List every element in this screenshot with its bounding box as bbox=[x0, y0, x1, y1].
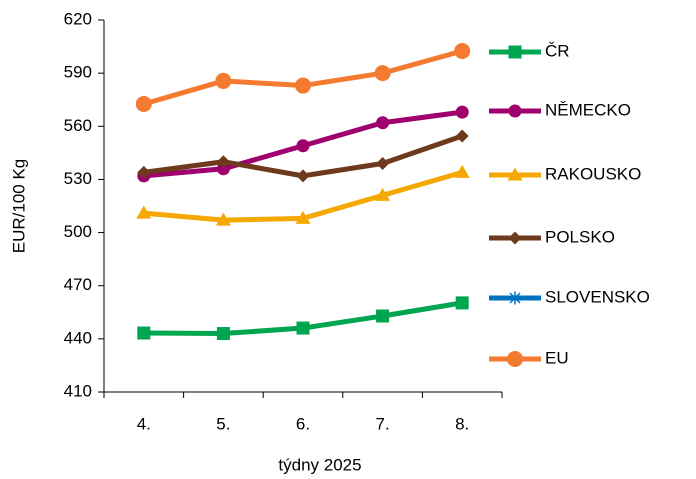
marker bbox=[376, 116, 390, 130]
marker bbox=[508, 45, 522, 59]
legend-label: NĚMECKO bbox=[545, 100, 631, 119]
y-tick-label: 440 bbox=[64, 328, 92, 347]
marker bbox=[507, 167, 523, 181]
marker bbox=[455, 296, 469, 310]
marker bbox=[215, 212, 231, 226]
marker bbox=[508, 104, 522, 118]
y-tick-label: 410 bbox=[64, 381, 92, 400]
y-tick-label: 530 bbox=[64, 169, 92, 188]
y-tick-label: 590 bbox=[64, 63, 92, 82]
x-tick-label: 5. bbox=[216, 414, 230, 433]
marker bbox=[454, 43, 471, 59]
x-tick-label: 7. bbox=[376, 414, 390, 433]
legend-label: POLSKO bbox=[545, 227, 615, 246]
marker bbox=[455, 129, 469, 143]
marker bbox=[376, 156, 390, 170]
x-tick-label: 8. bbox=[455, 414, 469, 433]
marker bbox=[508, 231, 522, 245]
marker bbox=[508, 291, 522, 305]
y-axis-label: EUR/100 Kg bbox=[9, 159, 28, 254]
marker bbox=[216, 162, 230, 176]
y-tick-label: 620 bbox=[64, 9, 92, 28]
marker bbox=[137, 326, 151, 340]
marker bbox=[296, 321, 310, 335]
marker bbox=[216, 327, 230, 341]
legend-label: EU bbox=[545, 348, 569, 367]
marker bbox=[375, 187, 391, 201]
marker bbox=[296, 139, 310, 153]
legend-label: ČR bbox=[545, 41, 570, 60]
marker bbox=[216, 155, 230, 169]
y-tick-label: 470 bbox=[64, 275, 92, 294]
marker bbox=[376, 309, 390, 323]
marker bbox=[295, 77, 311, 94]
marker bbox=[295, 210, 311, 224]
y-tick-label: 500 bbox=[64, 222, 92, 241]
series-line bbox=[143, 48, 463, 107]
marker bbox=[507, 351, 523, 367]
marker bbox=[374, 65, 391, 82]
marker bbox=[454, 164, 470, 178]
marker bbox=[135, 95, 152, 112]
marker bbox=[137, 165, 151, 179]
legend-label: RAKOUSKO bbox=[545, 164, 641, 183]
marker bbox=[136, 205, 152, 219]
y-tick-label: 560 bbox=[64, 116, 92, 135]
x-axis-label: týdny 2025 bbox=[278, 455, 361, 474]
marker bbox=[215, 72, 232, 89]
marker bbox=[296, 169, 310, 183]
marker bbox=[455, 105, 469, 119]
legend-label: SLOVENSKO bbox=[545, 287, 650, 306]
x-tick-label: 4. bbox=[137, 414, 151, 433]
x-tick-label: 6. bbox=[296, 414, 310, 433]
